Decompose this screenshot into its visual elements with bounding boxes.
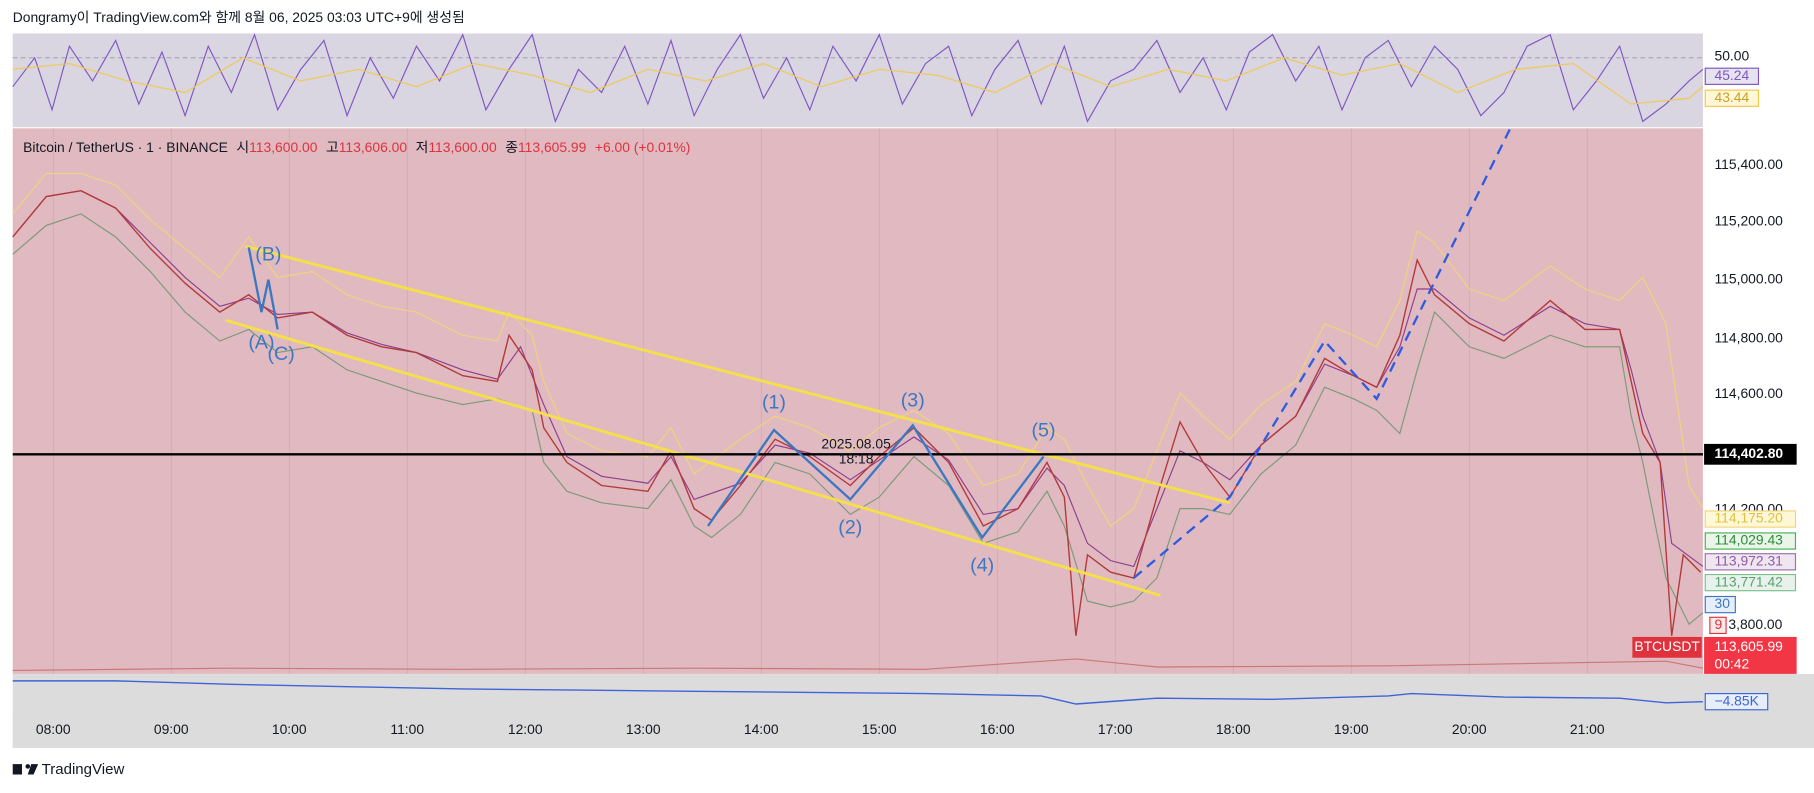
price-pane [12,128,1703,674]
hline-price: 114,402.80 [1715,445,1784,461]
footer-logo [12,764,39,775]
time-tick: 13:00 [626,721,661,737]
close: 113,605.99 [518,139,587,155]
time-tick: 18:00 [1216,721,1251,737]
symbol-box [1632,636,1702,658]
last-price: 113,605.99 [1715,638,1784,654]
open: 113,600.00 [249,139,318,155]
indicator-label: 114,175.20 [1715,510,1784,526]
label-box [1709,616,1727,635]
indicator-label: 30 [1715,595,1731,611]
caption: Dongramy이 TradingView.com와 함께 8월 06, 202… [13,9,465,25]
time-tick: 08:00 [36,721,71,737]
rsi-tick: 50.00 [1715,47,1750,63]
axis-corner [1702,673,1814,748]
note-time: 18:18 [839,451,874,467]
wave-label: (3) [901,389,925,411]
time-tick: 16:00 [980,721,1015,737]
open-label: 시 [236,139,249,155]
wave-label: (C) [267,343,294,365]
close-label: 종 [505,139,518,155]
rsi-ma-value: 43.44 [1715,89,1750,105]
abc-wave [247,247,279,330]
label-box [1704,573,1797,592]
channel-upper [244,244,1231,505]
indicator-label: 114,029.43 [1715,532,1784,548]
price-tick: 115,000.00 [1715,270,1784,286]
indicator-label: 113,771.42 [1715,573,1784,589]
impulse-wave [707,423,1045,540]
projection [1133,128,1511,579]
rsi-ma [12,57,1704,105]
rsi-value-box [1704,67,1760,85]
price-tick: 3,800.00 [1728,616,1782,632]
last-symbol: BTCUSDT [1634,638,1700,654]
indicator-label: 9 [1715,616,1723,632]
channel-lower [225,318,1161,597]
high-label: 고 [326,139,339,155]
footer-brand: TradingView [42,761,125,778]
time-tick: 12:00 [508,721,543,737]
wave-label: (1) [762,392,786,414]
time-tick: 17:00 [1098,721,1133,737]
volume [12,658,1704,672]
wave-label: (4) [970,555,994,577]
time-axis [12,713,1703,748]
time-tick: 20:00 [1452,721,1487,737]
cvd-box [1704,693,1769,711]
label-box [1704,553,1797,571]
symbol: Bitcoin / TetherUS · 1 · BINANCE [23,139,228,155]
grid [52,128,1588,674]
wave-label: (A) [248,332,274,354]
time-tick: 10:00 [272,721,307,737]
last-price-box [1704,636,1797,674]
label-box [1704,510,1797,528]
hline-price-box [1704,443,1797,465]
indicator-label: 113,972.31 [1715,552,1784,568]
label-box [1704,532,1797,550]
rsi-value: 45.24 [1715,67,1750,83]
time-tick: 15:00 [862,721,897,737]
rsi-line [12,32,1704,124]
rsi-ma-box [1704,89,1760,107]
cvd-value: −4.85K [1715,692,1760,708]
moving-average [12,190,1704,568]
wave-label: (5) [1032,419,1056,441]
wave-label: (2) [838,516,862,538]
wave-label: (B) [255,244,281,266]
time-tick: 09:00 [154,721,189,737]
time-tick: 14:00 [744,721,779,737]
price-tick: 114,600.00 [1715,385,1784,401]
countdown: 00:42 [1715,655,1750,671]
low-label: 저 [416,139,429,155]
price-tick: 114,800.00 [1715,329,1784,345]
rsi-pane [12,33,1703,128]
low: 113,600.00 [428,139,497,155]
price-candles [12,190,1702,636]
high: 113,606.00 [339,139,408,155]
price-tick: 115,200.00 [1715,213,1784,229]
note-date: 2025.08.05 [821,436,891,452]
price-tick: 115,400.00 [1715,156,1784,172]
label-box [1704,595,1736,614]
bollinger-upper [12,172,1704,527]
time-tick: 19:00 [1334,721,1369,737]
legend: Bitcoin / TetherUS · 1 · BINANCE 시113,60… [23,139,690,155]
time-tick: 11:00 [390,721,424,737]
change: +6.00 (+0.01%) [595,139,691,155]
time-tick: 21:00 [1570,721,1605,737]
cvd-line [12,680,1703,705]
